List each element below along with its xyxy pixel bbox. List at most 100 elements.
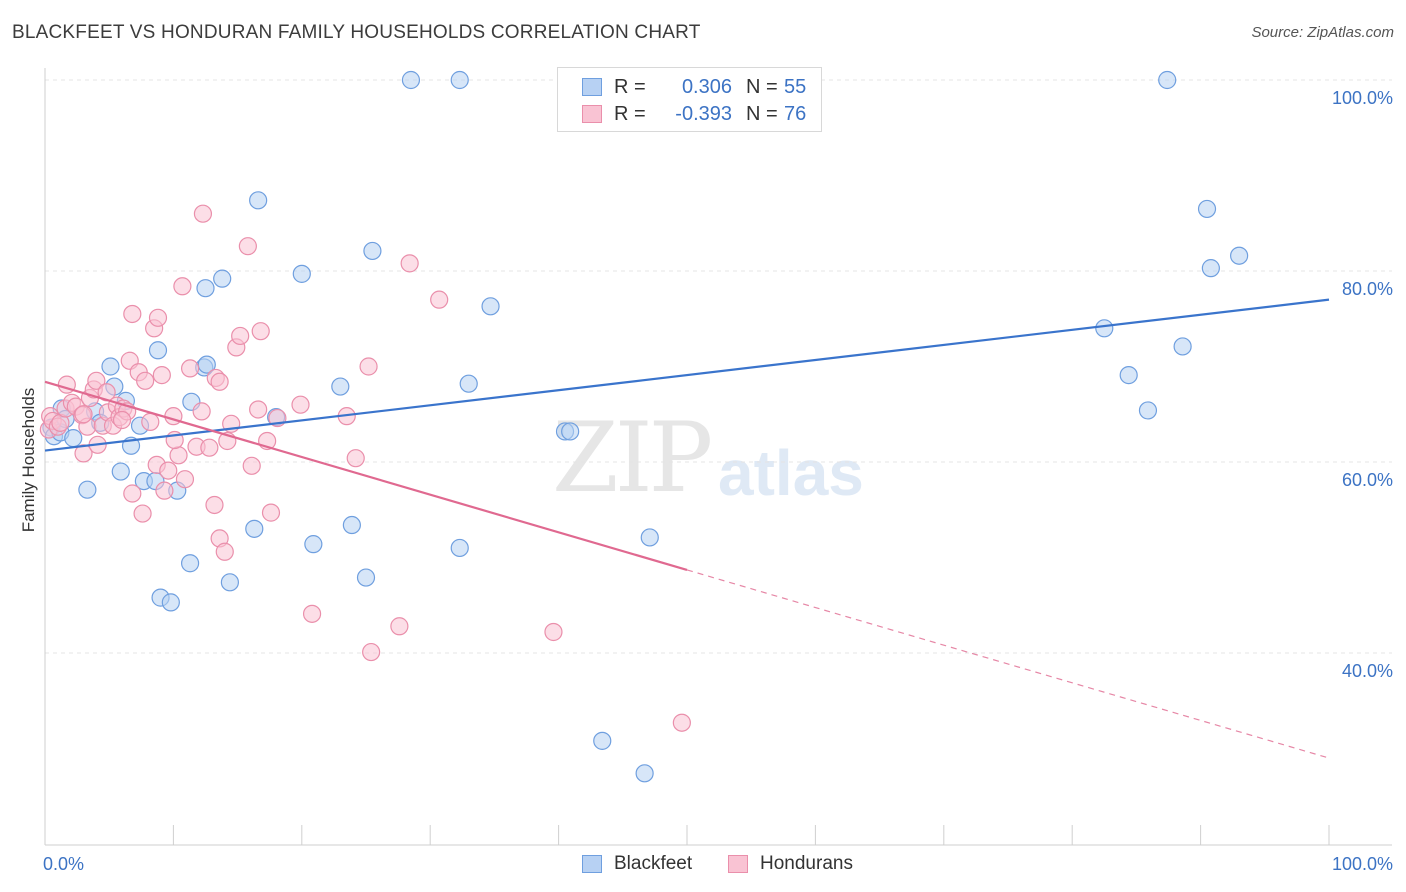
blackfeet-point: [1197, 199, 1217, 219]
blackfeet-point: [304, 535, 323, 554]
hondurans-point: [141, 412, 160, 431]
legend-r-label: R =: [614, 75, 646, 98]
blackfeet-point: [593, 731, 612, 750]
trend-lines: [44, 298, 1330, 759]
hondurans-point: [291, 395, 310, 414]
blackfeet-trend-line: [44, 298, 1330, 452]
hondurans-point: [74, 444, 93, 463]
hondurans-point: [346, 449, 365, 468]
blackfeet-point: [1138, 401, 1158, 420]
blackfeet-point: [401, 70, 421, 90]
x-tick-label-max: 100.0%: [1332, 854, 1393, 874]
legend-n-value-hondurans: 76: [784, 102, 807, 125]
hondurans-point: [159, 461, 178, 480]
blackfeet-point: [249, 191, 268, 210]
hondurans-point: [544, 622, 563, 642]
blackfeet-point: [459, 374, 478, 393]
hondurans-point: [152, 365, 171, 385]
legend-swatch-blackfeet: [582, 78, 602, 96]
legend-row-blackfeet: R = 0.306 N = 55: [582, 75, 806, 99]
hondurans-point: [155, 481, 174, 500]
hondurans-point: [231, 326, 250, 346]
hondurans-point: [205, 495, 224, 515]
blackfeet-point: [1095, 319, 1114, 338]
blackfeet-point: [220, 573, 239, 592]
hondurans-point: [123, 304, 142, 324]
legend-n-value-blackfeet: 55: [784, 75, 807, 98]
tick-labels: 40.0% 60.0% 80.0% 100.0% 0.0% 100.0% Family Ho…: [19, 88, 1393, 874]
blackfeet-point: [635, 764, 654, 783]
legend-row-hondurans: R = -0.393 N = 76: [582, 102, 806, 126]
hondurans-point: [400, 254, 419, 273]
axes: [44, 68, 1392, 846]
bottom-legend-hondurans: Hondurans: [728, 852, 853, 876]
blackfeet-point: [640, 528, 659, 547]
hondurans-point: [302, 604, 322, 623]
hondurans-point: [175, 470, 195, 489]
hondurans-point: [261, 503, 281, 522]
legend-n-label: N =: [746, 75, 778, 98]
watermark-atlas: atlas: [718, 437, 864, 509]
blackfeet-point: [1201, 259, 1220, 278]
legend-r-value-blackfeet: 0.306: [681, 75, 732, 98]
blackfeet-point: [561, 422, 580, 441]
hondurans-point: [359, 357, 378, 376]
blackfeet-point: [363, 241, 382, 261]
hondurans-point: [390, 617, 409, 636]
blackfeet-point: [1119, 365, 1138, 385]
hondurans-point: [200, 438, 219, 457]
hondurans-point: [180, 359, 200, 378]
hondurans-point: [87, 371, 106, 390]
blackfeet-point: [245, 519, 264, 538]
hondurans-point: [242, 456, 261, 475]
blackfeet-point: [64, 429, 83, 448]
blackfeet-point: [161, 593, 180, 612]
blackfeet-point: [331, 377, 350, 396]
blackfeet-point: [213, 269, 232, 288]
chart-title: BLACKFEET VS HONDURAN FAMILY HOUSEHOLDS …: [12, 22, 701, 43]
blackfeet-point: [148, 341, 168, 360]
hondurans-point: [672, 713, 691, 732]
blackfeet-point: [450, 70, 469, 90]
blackfeet-point: [1173, 337, 1192, 356]
hondurans-point: [430, 290, 449, 309]
blackfeet-point: [196, 279, 215, 298]
hondurans-point: [136, 371, 155, 390]
stats-legend: R = 0.306 N = 55 R = -0.393 N = 76: [557, 67, 822, 132]
legend-r-value-hondurans: -0.393: [675, 102, 732, 125]
legend-n-label: N =: [746, 102, 778, 125]
x-tick-label-min: 0.0%: [43, 854, 84, 874]
hondurans-point: [123, 484, 142, 503]
blackfeet-point: [180, 554, 200, 573]
blackfeet-point: [111, 462, 130, 481]
y-axis-label: Family Households: [19, 388, 38, 533]
hondurans-point: [112, 410, 132, 430]
hondurans-point: [193, 204, 213, 223]
y-tick-label: 100.0%: [1332, 88, 1393, 108]
blackfeet-point: [292, 264, 311, 283]
legend-r-label: R =: [614, 102, 646, 125]
blackfeet-point: [78, 480, 97, 499]
blackfeet-point: [450, 538, 469, 558]
hondurans-trend-line-dashed: [686, 569, 1330, 759]
blackfeet-point: [1158, 70, 1177, 90]
legend-swatch-hondurans: [582, 105, 602, 123]
bottom-legend-swatch-hondurans: [728, 855, 748, 873]
bottom-legend-label-hondurans: Hondurans: [760, 853, 853, 874]
blackfeet-point: [481, 297, 500, 316]
hondurans-point: [148, 308, 168, 327]
hondurans-point: [169, 446, 188, 465]
hondurans-point: [133, 504, 152, 523]
bottom-legend-label-blackfeet: Blackfeet: [614, 853, 693, 874]
bottom-legend-swatch-blackfeet: [582, 855, 602, 873]
hondurans-point: [74, 405, 93, 424]
hondurans-point: [362, 642, 381, 662]
blackfeet-point: [1230, 246, 1249, 265]
hondurans-point: [249, 400, 268, 419]
chart-source: Source: ZipAtlas.com: [1251, 24, 1394, 41]
blackfeet-point: [342, 515, 361, 535]
hondurans-point: [215, 542, 234, 561]
bottom-legend-blackfeet: Blackfeet: [582, 852, 692, 876]
blackfeet-point: [356, 568, 376, 587]
